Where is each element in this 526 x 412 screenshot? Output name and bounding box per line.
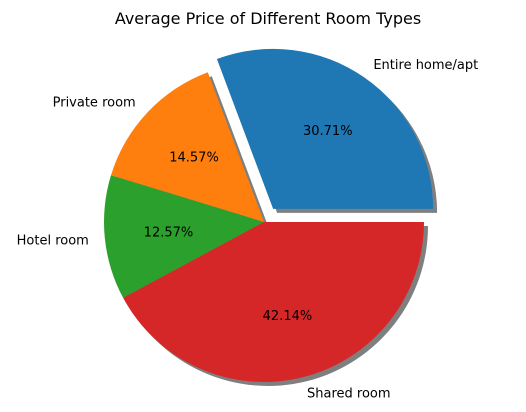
- slice-label-private-room: Private room: [53, 96, 136, 111]
- slice-percent-hotel-room: 12.57%: [144, 225, 194, 240]
- pie-slice-entire-home-apt: [216, 48, 434, 209]
- pie-labels: Entire home/apt 30.71% Private room 14.57% H…: [17, 58, 479, 401]
- pie-slice-shared-room: [123, 222, 424, 382]
- slice-percent-private-room: 14.57%: [169, 150, 219, 165]
- slice-label-entire-home-apt: Entire home/apt: [373, 58, 478, 73]
- slice-label-shared-room: Shared room: [307, 387, 391, 402]
- slice-label-hotel-room: Hotel room: [17, 233, 89, 248]
- slice-percent-entire-home-apt: 30.71%: [303, 124, 353, 139]
- pie-slice-private-room: [110, 72, 265, 223]
- slice-percent-shared-room: 42.14%: [263, 309, 313, 324]
- chart-title: Average Price of Different Room Types: [115, 9, 421, 28]
- pie-slices: [104, 48, 434, 382]
- pie-slice-hotel-room: [104, 175, 264, 298]
